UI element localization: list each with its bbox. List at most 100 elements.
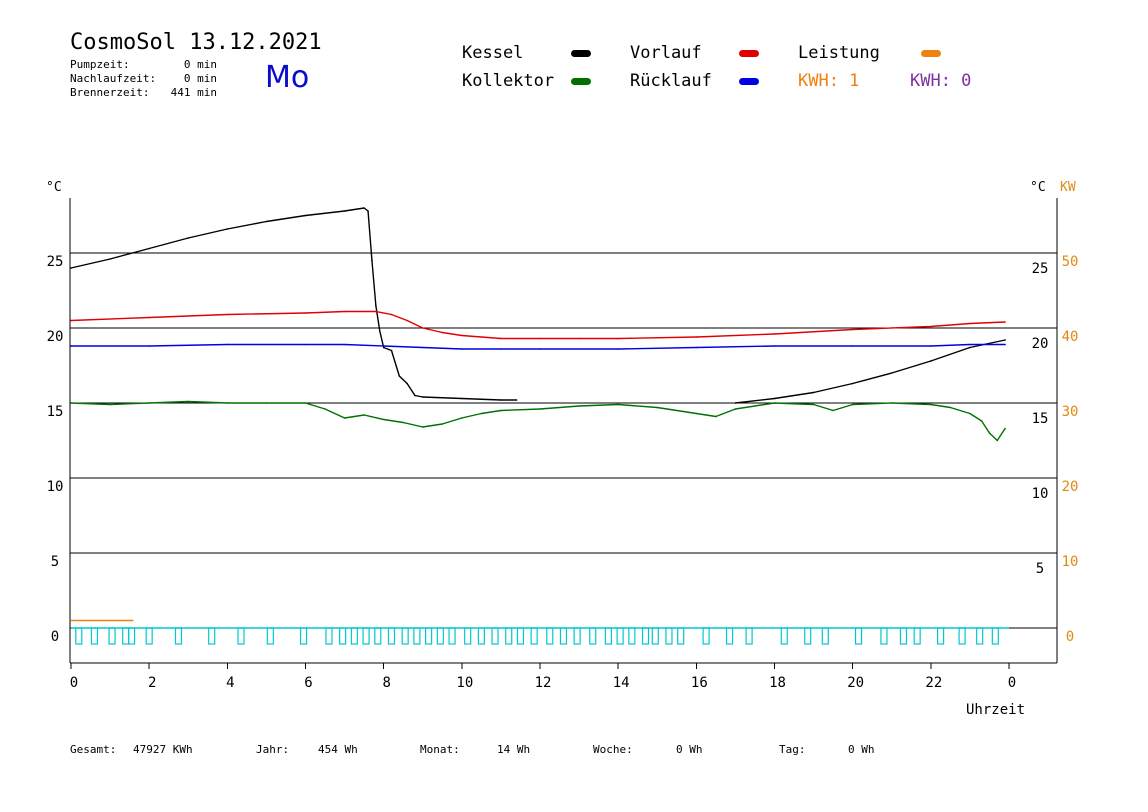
pump-pulse (75, 627, 83, 645)
data-point (265, 220, 268, 223)
data-point (969, 346, 971, 349)
x-tick-label: 14 (613, 675, 630, 691)
data-point (539, 408, 541, 410)
pump-pulse (665, 627, 673, 645)
data-point (695, 346, 698, 349)
data-point (398, 375, 401, 377)
data-point (969, 343, 971, 346)
y-tick-label-right-power: 40 (1062, 329, 1079, 345)
pump-pulse (401, 627, 409, 645)
data-point (500, 348, 502, 350)
data-point (382, 345, 385, 347)
data-point (578, 405, 580, 407)
nachlaufzeit-label: Nachlaufzeit: (70, 72, 157, 85)
data-point (343, 417, 346, 419)
pump-pulse (991, 627, 999, 645)
data-point (148, 316, 150, 319)
pump-pulse (108, 627, 116, 645)
data-point (949, 406, 952, 409)
data-point (70, 267, 72, 269)
pump-pulse (899, 627, 908, 645)
y-tick-label-left: 10 (47, 479, 64, 495)
y-tick-label-right-power: 30 (1062, 404, 1079, 420)
data-point (371, 259, 373, 262)
data-point (539, 337, 541, 340)
pump-pulse (745, 627, 753, 645)
legend-kollektor-label: Kollektor (462, 71, 555, 91)
data-point (734, 402, 737, 404)
pump-pulse (266, 627, 274, 645)
data-point (70, 345, 72, 347)
x-tick-label: 4 (226, 675, 234, 691)
data-point (421, 327, 424, 329)
data-point (226, 228, 229, 230)
x-axis-label: Uhrzeit (966, 702, 1025, 718)
data-point (363, 414, 365, 416)
pump-pulse (641, 627, 650, 645)
y-tick-label-right-temp: 10 (1032, 486, 1049, 502)
y-tick-label-left: 15 (47, 404, 64, 420)
pump-pulse (145, 627, 153, 645)
data-point (304, 402, 307, 404)
pump-pulse (604, 627, 612, 645)
x-tick-label: 12 (535, 675, 552, 691)
data-point (367, 210, 369, 212)
data-point (148, 345, 150, 347)
y-tick-label-left: 25 (47, 254, 64, 270)
pump-pulse (702, 627, 710, 645)
data-point (402, 421, 405, 424)
data-point (187, 237, 190, 239)
axes: 0 2 4 6 8 10 12 14 16 18 20 22 0 0 5 10 15 20 25 5 10 15 20 25 0… (47, 198, 1079, 691)
footer-gesamt-value: 47927 KWh (133, 743, 193, 756)
data-point (148, 247, 150, 250)
pump-pulse (174, 627, 183, 645)
data-point (500, 337, 502, 340)
legend-leistung-swatch (921, 50, 941, 57)
data-point (715, 415, 717, 418)
data-point (969, 322, 971, 325)
pump-pulse (821, 627, 829, 645)
pump-pulse (530, 627, 538, 645)
pump-pulse (90, 627, 99, 645)
y-axis-label-left: °C (46, 180, 62, 195)
data-point (1004, 343, 1006, 346)
pump-pulse (559, 627, 568, 645)
pump-pulse (958, 627, 966, 645)
pump-pulse (976, 627, 984, 645)
data-point (414, 394, 416, 397)
footer-gesamt-label: Gesamt: (70, 743, 117, 756)
y-tick-label-right-temp: 20 (1032, 336, 1049, 352)
y-tick-label-right-temp: 25 (1032, 261, 1049, 277)
pump-pulse (616, 627, 624, 645)
data-point (382, 346, 385, 349)
data-point (578, 337, 580, 340)
footer-tag-label: Tag: (779, 743, 806, 756)
data-point (539, 348, 541, 350)
data-point (375, 304, 377, 307)
data-point (851, 345, 854, 347)
data-point (812, 391, 815, 394)
series-vorlauf (70, 310, 1006, 340)
y-tick-label-right-power: 50 (1062, 254, 1079, 270)
chart-title: CosmoSol 13.12.2021 (70, 30, 322, 55)
data-point (734, 408, 737, 410)
x-tick-label: 0 (70, 675, 78, 691)
series-kollektor (70, 400, 1006, 442)
pumpzeit-label: Pumpzeit: (70, 58, 130, 71)
footer-monat-value: 14 Wh (497, 743, 531, 756)
data-point (375, 310, 377, 313)
data-point (980, 420, 983, 422)
data-point (930, 325, 932, 328)
pump-pulse (464, 627, 472, 645)
data-point (930, 345, 932, 347)
data-point (890, 402, 893, 404)
pump-pulse (854, 627, 863, 645)
brennerzeit-label: Brennerzeit: (70, 86, 150, 99)
footer-jahr-label: Jahr: (256, 743, 290, 756)
pump-pulse (350, 627, 358, 645)
data-point (832, 409, 834, 412)
legend-kollektor-swatch (571, 78, 591, 85)
data-point (382, 418, 385, 421)
pump-pulse (374, 627, 382, 645)
